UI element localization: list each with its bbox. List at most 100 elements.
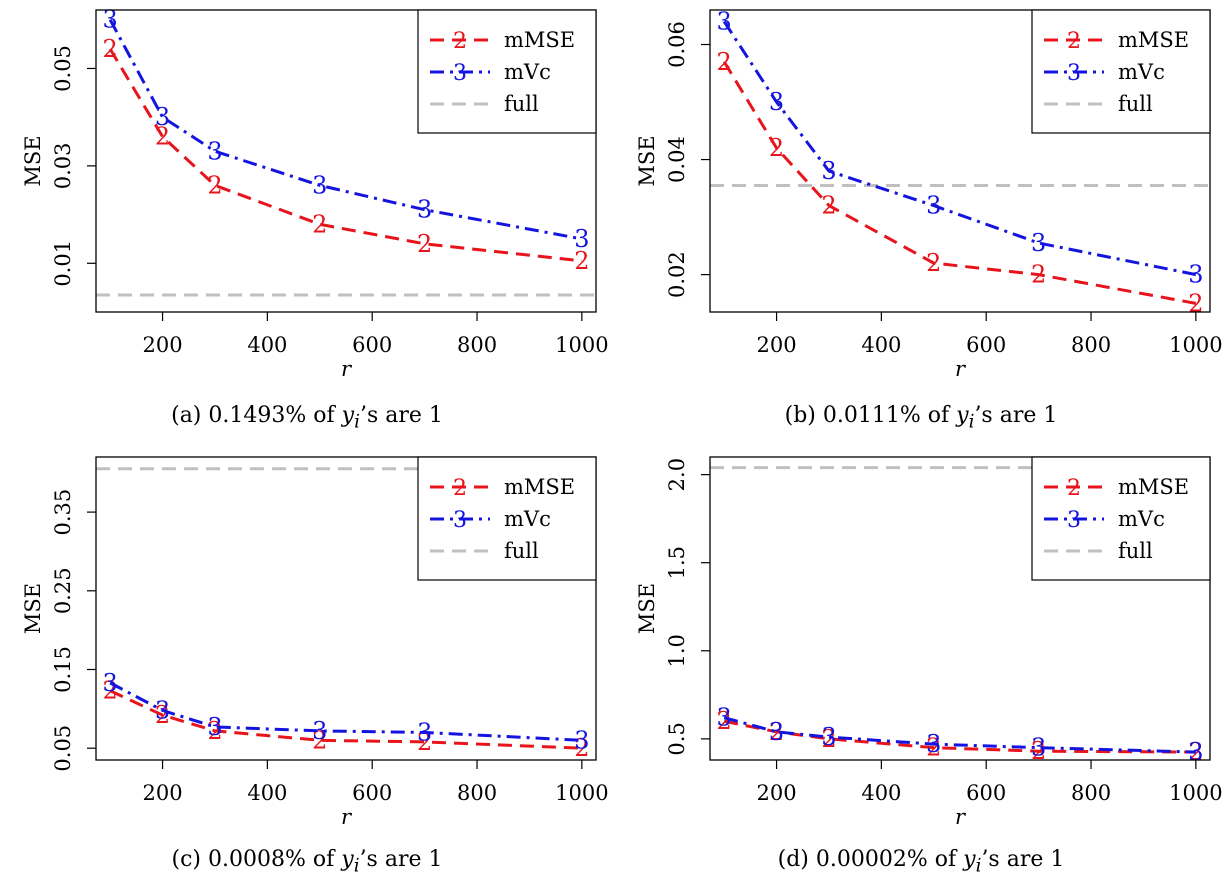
point-mMSE: 2 [769,718,784,746]
point-mVc: 3 [769,718,784,746]
x-tick-label: 200 [143,333,183,357]
caption-var: y [341,847,354,872]
x-tick-label: 1000 [555,781,608,805]
point-mVc: 3 [103,669,118,697]
caption-sub: i [354,411,360,433]
point-mVc: 3 [1188,738,1203,766]
caption-prefix: (b) 0.0111% of [784,403,957,428]
caption-suffix: ’s are 1 [974,403,1058,428]
point-mMSE: 2 [312,210,327,238]
point-mMSE: 2 [926,249,941,277]
x-tick-label: 800 [457,781,497,805]
caption-suffix: ’s are 1 [359,847,443,872]
x-tick-label: 200 [757,333,797,357]
point-mMSE: 2 [417,728,432,756]
y-tick-label: 1.5 [665,546,689,579]
caption-prefix: (a) 0.1493% of [171,403,342,428]
x-axis-label: r [341,805,353,829]
y-axis-label: MSE [21,135,45,186]
point-mMSE: 2 [769,134,784,162]
y-axis-label: MSE [635,135,659,186]
y-tick-label: 0.5 [665,722,689,755]
legend-label-mVc: mVc [504,60,551,84]
x-tick-label: 800 [1071,781,1111,805]
point-mVc: 3 [821,723,836,751]
legend-marker-mMSE: 2 [453,29,467,54]
legend-label-mVc: mVc [1118,507,1165,531]
y-tick-label: 1.0 [665,634,689,667]
caption-a: (a) 0.1493% of yi’s are 1 [0,403,614,432]
point-mMSE: 2 [717,48,732,76]
y-tick-label: 0.15 [51,646,75,693]
x-axis-label: r [955,805,967,829]
panel-d: 2 2 2 2 2 2 3 3 3 3 3 3 200 400 600 800 1000 r 0.5 1.0 1.5 2.… [614,447,1228,894]
x-tick-label: 200 [757,781,797,805]
x-tick-label: 400 [247,333,287,357]
y-tick-label: 0.05 [51,725,75,772]
point-mVc: 3 [574,225,589,253]
plot-frame [709,456,1211,761]
legend-marker-mVc: 3 [1067,61,1081,86]
y-tick-label: 0.01 [51,240,75,287]
y-axis-label: MSE [635,583,659,634]
series-line-mMSE [723,719,1196,754]
panel-c: 2 2 2 2 2 2 3 3 3 3 3 3 200 400 600 800 1000 r 0.05 0.15 0.2… [0,447,614,894]
legend-label-mMSE: mMSE [1118,475,1189,499]
caption-suffix: ’s are 1 [359,403,443,428]
point-mMSE: 2 [717,707,732,735]
x-tick-label: 600 [352,781,392,805]
point-mVc: 3 [155,696,170,724]
panel-a: 2 2 2 2 2 2 3 3 3 3 3 3 200 400 600 800 1000 r 0.01 0.03 0.0… [0,0,614,447]
plot-frame [95,456,597,761]
point-mMSE: 2 [103,35,118,63]
x-tick-label: 1000 [1169,781,1222,805]
point-mVc: 3 [155,103,170,131]
point-mMSE: 2 [207,171,222,199]
caption-sub: i [975,855,982,877]
x-tick-label: 600 [966,333,1006,357]
x-tick-label: 800 [457,333,497,357]
legend-label-mMSE: mMSE [1118,28,1189,52]
legend-marker-mVc: 3 [453,61,467,86]
series-line-mVc [722,20,1197,277]
y-tick-label: 0.06 [665,21,689,68]
point-mVc: 3 [769,88,784,116]
point-mMSE: 2 [926,734,941,762]
y-tick-label: 0.02 [665,251,689,298]
y-tick-label: 0.05 [51,45,75,92]
point-mMSE: 2 [821,725,836,753]
x-tick-label: 200 [143,781,183,805]
point-mVc: 3 [312,171,327,199]
point-mMSE: 2 [312,726,327,754]
point-mVc: 3 [574,726,589,754]
x-tick-label: 1000 [555,333,608,357]
caption-prefix: (c) 0.0008% of [171,847,342,872]
caption-c: (c) 0.0008% of yi’s are 1 [0,847,614,876]
point-mVc: 3 [207,713,222,741]
y-tick-label: 0.25 [51,567,75,614]
x-tick-label: 400 [247,781,287,805]
caption-var: y [341,403,355,428]
legend-label-full: full [1118,92,1153,116]
legend-label-mMSE: mMSE [504,475,575,499]
legend-label-full: full [1118,539,1153,563]
legend-label-mMSE: mMSE [504,28,575,52]
point-mVc: 3 [1031,734,1046,762]
caption-d: (d) 0.00002% of yi’s are 1 [614,847,1228,876]
point-mMSE: 2 [1188,289,1203,317]
legend-marker-mVc: 3 [453,508,467,533]
point-mMSE: 2 [1031,261,1046,289]
caption-var: y [963,847,976,872]
y-tick-label: 0.03 [51,142,75,189]
series-line-mVc [109,681,582,742]
legend-box [1031,456,1211,581]
legend-label-full: full [504,92,539,116]
panel-b: 2 2 2 2 2 2 3 3 3 3 3 3 200 400 600 800 1000 r 0.02 0.04 0.0… [614,0,1228,447]
caption-sub: i [353,855,360,877]
point-mVc: 3 [417,196,432,224]
point-mMSE: 2 [155,701,170,729]
